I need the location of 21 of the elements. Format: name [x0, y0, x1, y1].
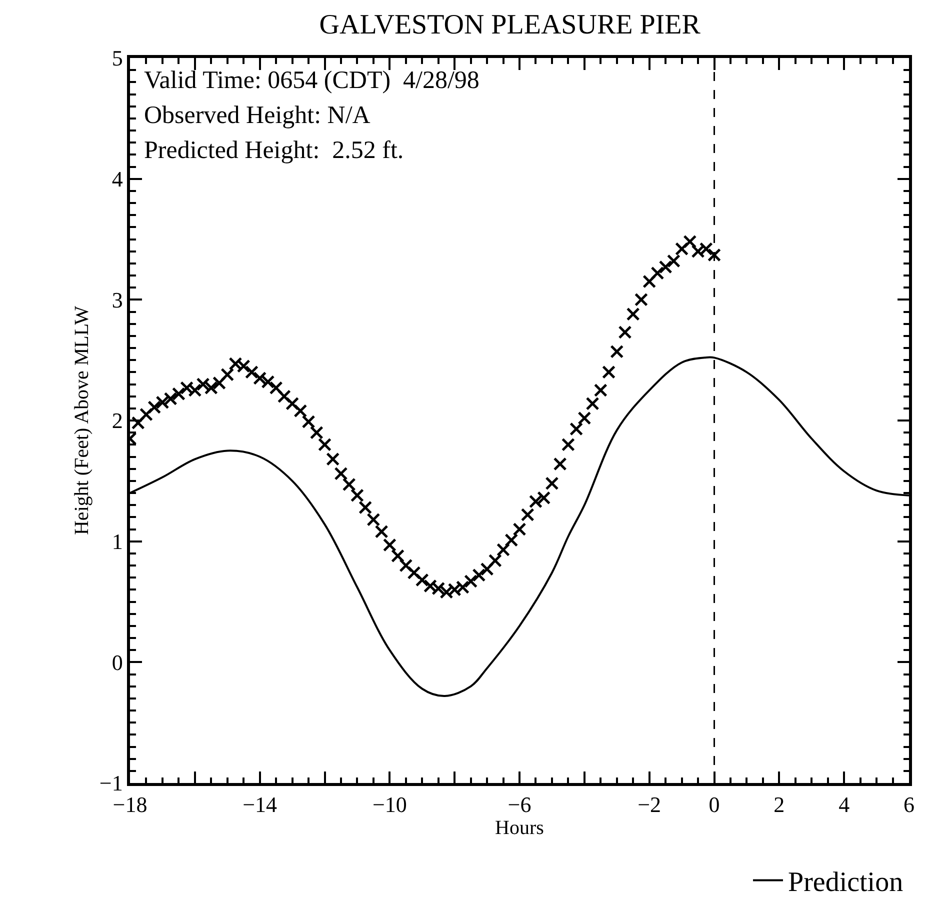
x-tick-label: −10 — [372, 792, 407, 818]
y-axis-title: Height (Feet) Above MLLW — [70, 306, 93, 536]
x-tick-label: 2 — [774, 792, 785, 818]
x-tick-label: −14 — [242, 792, 278, 818]
annotation: Predicted Height: 2.52 ft. — [144, 137, 404, 164]
x-tick-label: 4 — [838, 792, 850, 818]
x-axis-title: Hours — [495, 817, 544, 840]
y-tick-label: 3 — [112, 287, 123, 312]
x-tick-label: 0 — [708, 792, 720, 818]
x-tick-label: −2 — [638, 792, 662, 818]
annotation: Observed Height: N/A — [144, 102, 370, 129]
legend-label: Prediction — [788, 867, 904, 898]
y-tick-label: 1 — [112, 529, 123, 554]
x-tick-label: −6 — [508, 792, 532, 818]
y-tick-label: 0 — [112, 650, 123, 675]
annotation: Valid Time: 0654 (CDT) 4/28/98 — [144, 67, 480, 94]
chart-title: GALVESTON PLEASURE PIER — [319, 9, 701, 40]
x-tick-label: 6 — [904, 792, 914, 818]
y-tick-label: 5 — [112, 46, 123, 71]
y-tick-label: 2 — [112, 408, 123, 434]
y-tick-label: 4 — [112, 166, 123, 192]
